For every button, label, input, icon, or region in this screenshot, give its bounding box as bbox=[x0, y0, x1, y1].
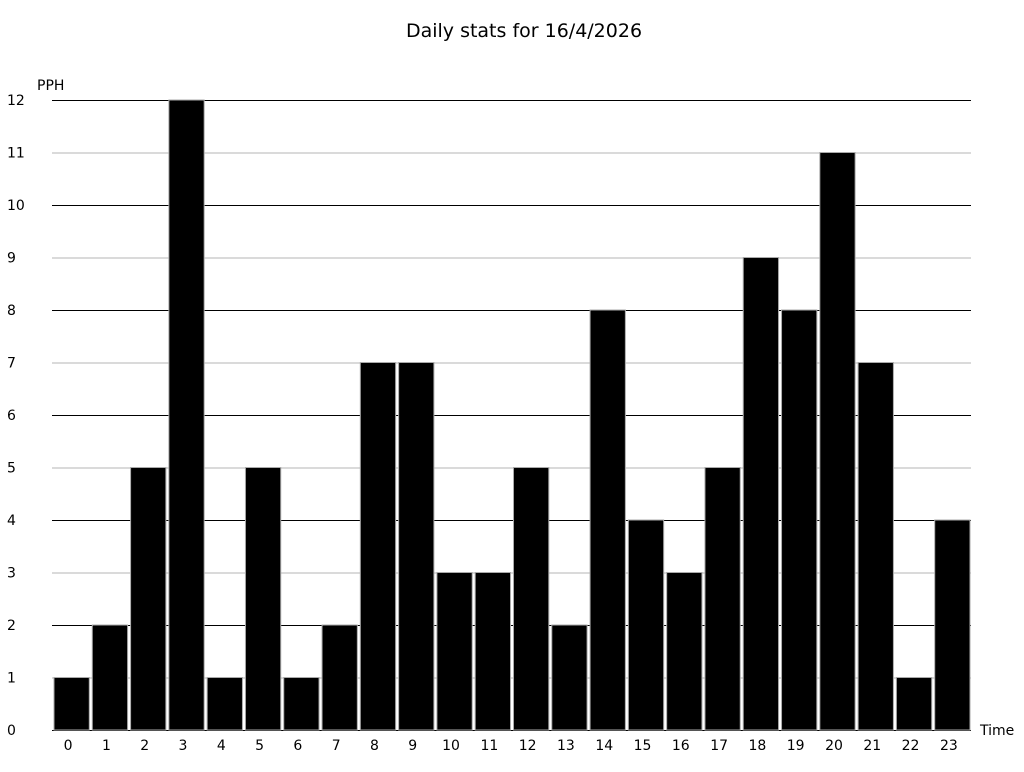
y-tick-label: 12 bbox=[7, 93, 25, 109]
x-tick-label: 9 bbox=[408, 738, 417, 754]
bar bbox=[474, 572, 512, 731]
bar bbox=[627, 519, 665, 731]
x-tick-label: 3 bbox=[179, 738, 188, 754]
bar bbox=[168, 99, 205, 731]
bar bbox=[206, 677, 243, 731]
y-tick-label: 1 bbox=[7, 671, 16, 687]
bar bbox=[359, 362, 397, 731]
bar bbox=[742, 257, 780, 731]
x-tick-label: 1 bbox=[102, 738, 111, 754]
bar bbox=[934, 519, 971, 731]
x-tick-label: 7 bbox=[332, 738, 341, 754]
bar bbox=[895, 677, 933, 731]
x-tick-label: 19 bbox=[787, 738, 805, 754]
y-tick-label: 2 bbox=[7, 618, 16, 634]
y-tick-label: 10 bbox=[7, 198, 25, 214]
y-tick-label: 5 bbox=[7, 461, 16, 477]
x-tick-label: 4 bbox=[217, 738, 226, 754]
x-tick-label: 0 bbox=[64, 738, 73, 754]
y-tick-label: 0 bbox=[7, 723, 16, 739]
x-tick-label: 21 bbox=[863, 738, 881, 754]
x-tick-label: 5 bbox=[255, 738, 264, 754]
bar bbox=[436, 572, 473, 731]
x-tick-label: 2 bbox=[140, 738, 149, 754]
x-tick-label: 12 bbox=[519, 738, 537, 754]
x-tick-label: 16 bbox=[672, 738, 690, 754]
x-tick-label: 6 bbox=[293, 738, 302, 754]
bar bbox=[857, 362, 894, 731]
bar bbox=[398, 362, 435, 731]
y-axis-label: PPH bbox=[37, 78, 64, 94]
y-tick-label: 4 bbox=[7, 513, 16, 529]
x-tick-label: 13 bbox=[557, 738, 575, 754]
y-tick-label: 7 bbox=[7, 356, 16, 372]
bar bbox=[91, 624, 129, 731]
x-tick-label: 14 bbox=[595, 738, 613, 754]
bar bbox=[551, 624, 588, 731]
x-axis-label: Time bbox=[979, 723, 1014, 739]
x-tick-label: 10 bbox=[442, 738, 460, 754]
x-tick-label: 22 bbox=[902, 738, 920, 754]
x-tick-label: 20 bbox=[825, 738, 843, 754]
y-tick-label: 9 bbox=[7, 251, 16, 267]
bar bbox=[130, 467, 167, 731]
x-tick-label: 18 bbox=[748, 738, 766, 754]
bar bbox=[781, 309, 818, 731]
x-tick-label: 11 bbox=[480, 738, 498, 754]
y-tick-label: 8 bbox=[7, 303, 16, 319]
bar bbox=[589, 309, 626, 731]
x-tick-label: 23 bbox=[940, 738, 958, 754]
bar bbox=[244, 467, 282, 731]
x-tick-label: 15 bbox=[634, 738, 652, 754]
chart-title: Daily stats for 16/4/2026 bbox=[406, 20, 642, 42]
y-tick-label: 6 bbox=[7, 408, 16, 424]
y-tick-label: 11 bbox=[7, 146, 25, 162]
bar bbox=[819, 152, 856, 731]
bar bbox=[53, 677, 90, 731]
x-tick-label: 17 bbox=[710, 738, 728, 754]
x-tick-label: 8 bbox=[370, 738, 379, 754]
bar bbox=[513, 467, 550, 731]
bar bbox=[704, 467, 741, 731]
bar bbox=[666, 572, 703, 731]
y-tick-label: 3 bbox=[7, 566, 16, 582]
bar bbox=[321, 624, 358, 731]
bar bbox=[283, 677, 320, 731]
